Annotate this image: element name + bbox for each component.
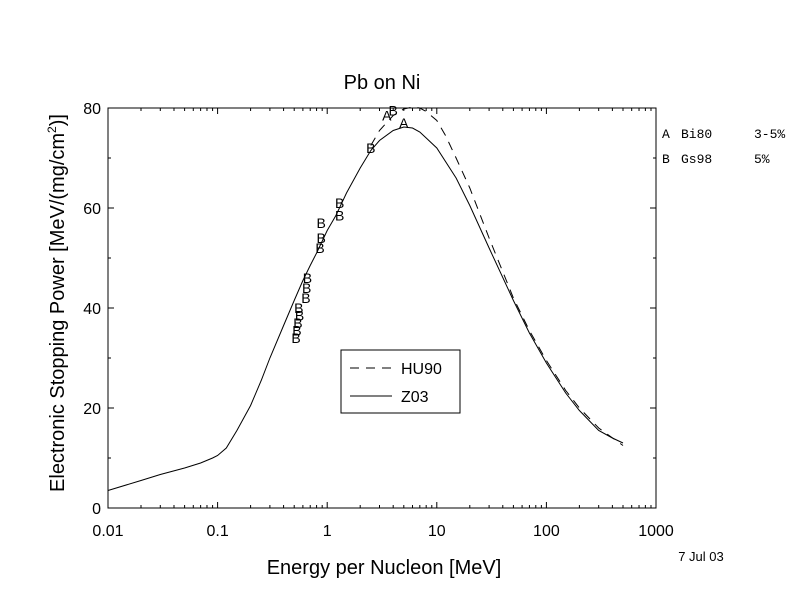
data-point-b: B bbox=[292, 323, 301, 339]
y-axis-tick-labels: 0 20 40 60 80 bbox=[83, 101, 101, 518]
legend-box bbox=[340, 349, 461, 414]
data-point-a: A bbox=[382, 108, 392, 124]
x-tick-label: 1 bbox=[323, 523, 332, 540]
data-point-b: B bbox=[315, 240, 324, 256]
x-tick-label: 1000 bbox=[638, 523, 674, 540]
ref-key-b: B bbox=[662, 152, 670, 167]
x-axis-tick-labels: 0.01 0.1 1 10 100 1000 bbox=[92, 523, 673, 540]
data-point-b: B bbox=[389, 103, 398, 119]
data-point-b: B bbox=[335, 208, 344, 224]
plot-frame bbox=[107, 107, 657, 509]
y-axis-label-main: Electronic Stopping Power [MeV/(mg/cm bbox=[47, 133, 69, 492]
series-layer bbox=[107, 106, 624, 491]
ref-name-b: Gs98 bbox=[681, 152, 712, 167]
y-axis-label-end: )] bbox=[47, 114, 69, 126]
ref-uncertainty-a: 3-5% bbox=[754, 127, 785, 142]
data-point-b: B bbox=[366, 140, 375, 156]
y-tick-label: 80 bbox=[83, 101, 101, 118]
data-point-b: B bbox=[316, 215, 325, 231]
x-axis-label: Energy per Nucleon [MeV] bbox=[267, 557, 502, 579]
x-axis-ticks bbox=[107, 108, 657, 508]
x-tick-label: 100 bbox=[533, 523, 560, 540]
data-point-b: B bbox=[301, 290, 310, 306]
y-axis-ticks bbox=[108, 107, 656, 509]
legend-label-hu90: HU90 bbox=[401, 361, 442, 378]
ref-name-a: Bi80 bbox=[681, 127, 712, 142]
ref-uncertainty-b: 5% bbox=[754, 152, 770, 167]
ref-key-a: A bbox=[662, 127, 670, 142]
y-tick-label: 40 bbox=[83, 301, 101, 318]
data-point-b: B bbox=[335, 195, 344, 211]
data-point-a: A bbox=[399, 115, 409, 131]
data-point-b: B bbox=[295, 308, 304, 324]
x-tick-label: 0.1 bbox=[206, 523, 228, 540]
series-line-hu90 bbox=[370, 106, 624, 446]
data-point-b: B bbox=[303, 270, 312, 286]
y-tick-label: 60 bbox=[83, 201, 101, 218]
x-tick-label: 10 bbox=[428, 523, 446, 540]
reference-legend: A Bi80 3-5% B Gs98 5% bbox=[662, 127, 785, 167]
y-tick-label: 20 bbox=[83, 401, 101, 418]
data-point-b: B bbox=[294, 300, 303, 316]
y-axis-label-superscript: 2 bbox=[45, 126, 59, 133]
x-tick-label: 0.01 bbox=[92, 523, 123, 540]
data-point-b: B bbox=[291, 330, 300, 346]
y-axis-label: Electronic Stopping Power [MeV/(mg/cm2)] bbox=[45, 114, 69, 492]
legend-label-z03: Z03 bbox=[401, 389, 429, 406]
y-tick-label: 0 bbox=[92, 501, 101, 518]
data-point-b: B bbox=[316, 230, 325, 246]
chart-title: Pb on Ni bbox=[344, 72, 421, 94]
data-point-b: B bbox=[302, 280, 311, 296]
data-point-b: B bbox=[293, 315, 302, 331]
legend: HU90 Z03 bbox=[340, 349, 461, 414]
series-line-z03 bbox=[107, 126, 624, 491]
date-stamp: 7 Jul 03 bbox=[678, 549, 724, 564]
